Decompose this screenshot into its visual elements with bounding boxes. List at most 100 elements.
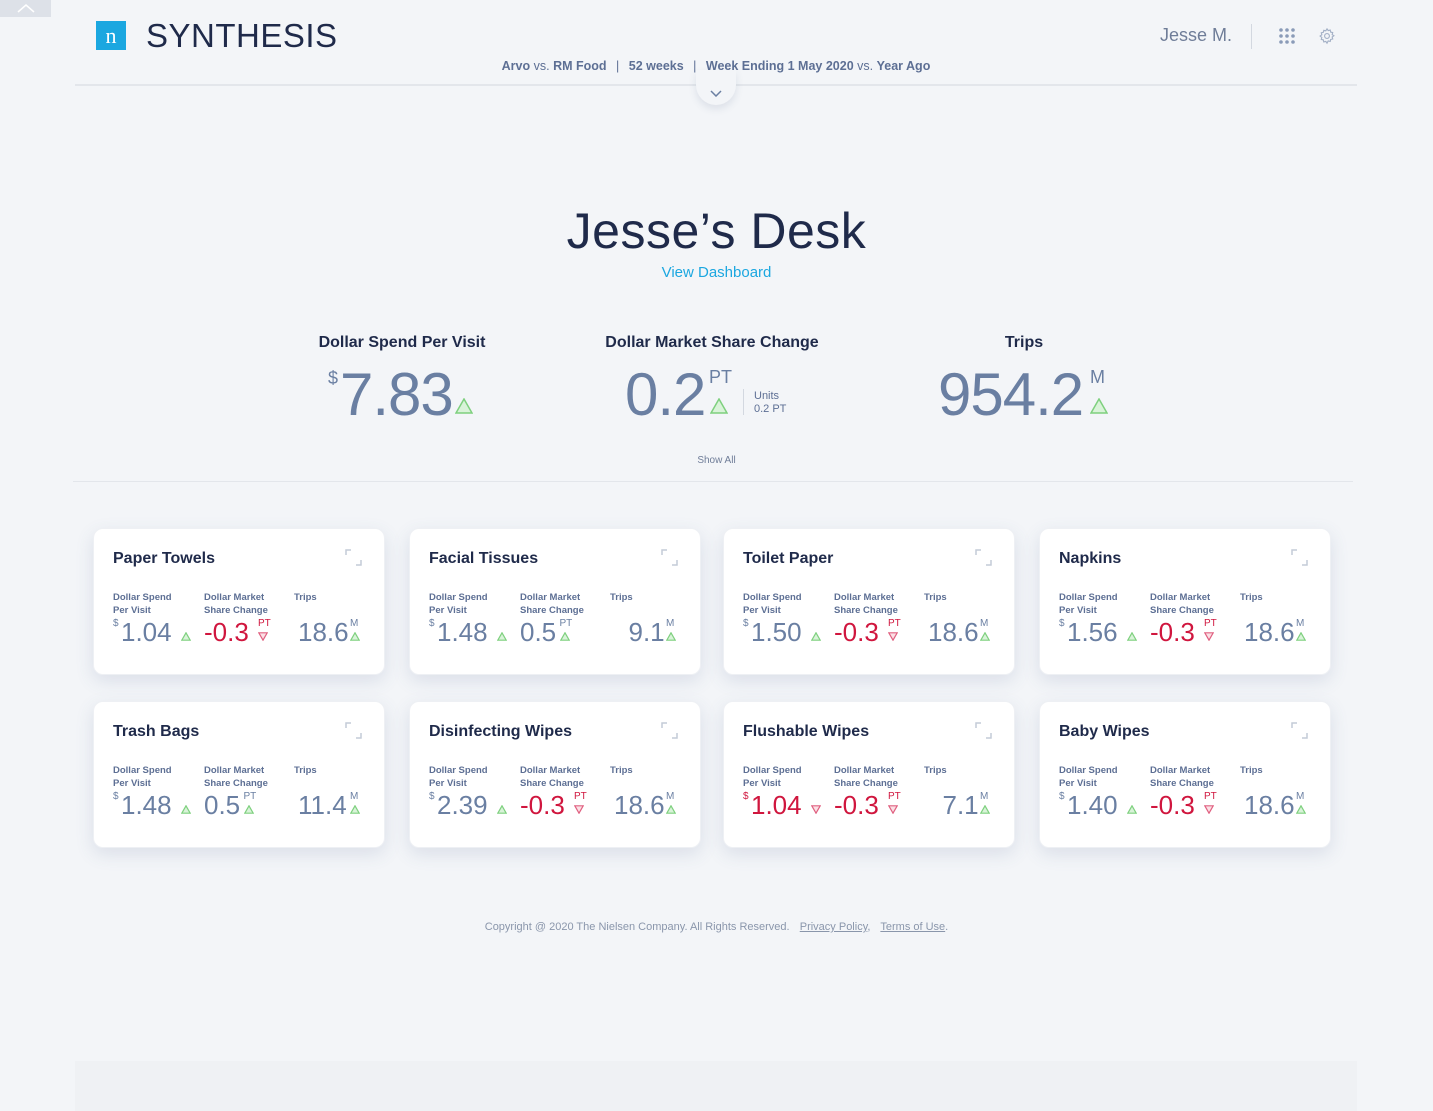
bottom-band xyxy=(75,1061,1357,1111)
app-title: SYNTHESIS xyxy=(146,17,338,54)
metric-label: Dollar Spend xyxy=(429,765,488,776)
collapse-tab[interactable] xyxy=(0,0,51,17)
kpi-value: 954.2 xyxy=(938,361,1084,428)
metric-dollar-share: Dollar Market Share Change -0.3 PT xyxy=(204,591,271,645)
currency-symbol: $ xyxy=(429,791,435,802)
metric-dollar-share: Dollar Market Share Change -0.3 PT xyxy=(834,591,901,645)
triangle-down-icon xyxy=(258,632,268,641)
expand-icon[interactable] xyxy=(975,722,992,739)
metric-label: Trips xyxy=(610,592,633,603)
metric-dollar-spend: Dollar Spend Per Visit $1.56 xyxy=(1059,591,1137,645)
currency-symbol: $ xyxy=(113,618,119,629)
metric-value: -0.3 xyxy=(834,617,879,647)
view-dashboard-link[interactable]: View Dashboard xyxy=(661,264,772,281)
metric-label: Dollar Market xyxy=(1150,765,1211,776)
metric-dollar-share: Dollar Market Share Change -0.3 PT xyxy=(834,764,901,818)
category-card[interactable]: Toilet Paper Dollar Spend Per Visit $1.50 Do… xyxy=(723,528,1015,675)
card-title: Facial Tissues xyxy=(429,550,539,567)
context-vs: vs. xyxy=(857,59,874,73)
expand-icon[interactable] xyxy=(975,549,992,566)
triangle-up-icon xyxy=(1127,632,1137,641)
metric-value: 0.5 xyxy=(204,790,241,820)
gear-icon[interactable] xyxy=(1318,27,1336,45)
card-title: Paper Towels xyxy=(113,550,215,567)
expand-icon[interactable] xyxy=(345,549,362,566)
unit-label: PT xyxy=(559,618,573,629)
triangle-up-icon xyxy=(666,805,676,814)
context-market: RM Food xyxy=(553,59,607,73)
category-card[interactable]: Facial Tissues Dollar Spend Per Visit $1.48… xyxy=(409,528,701,675)
triangle-up-icon xyxy=(811,632,821,641)
category-card[interactable]: Napkins Dollar Spend Per Visit $1.56 Dollar … xyxy=(1039,528,1331,675)
metric-value: 1.56 xyxy=(1067,617,1118,647)
context-filter-bar[interactable]: Arvo vs. RM Food | 52 weeks | Week Endin… xyxy=(75,59,1357,73)
metric-label: Trips xyxy=(294,765,317,776)
category-card[interactable]: Paper Towels Dollar Spend Per Visit $1.04 Do… xyxy=(93,528,385,675)
metric-value: -0.3 xyxy=(204,617,249,647)
category-card[interactable]: Disinfecting Wipes Dollar Spend Per Visit $… xyxy=(409,701,701,848)
chevron-up-icon xyxy=(17,4,34,13)
card-title: Toilet Paper xyxy=(743,550,834,567)
context-separator: | xyxy=(693,59,697,73)
unit-label: PT xyxy=(243,791,257,802)
triangle-down-icon xyxy=(1204,632,1214,641)
triangle-up-icon xyxy=(980,805,990,814)
grid-icon[interactable] xyxy=(1279,28,1295,44)
unit-label: M xyxy=(666,791,675,802)
metric-label: Trips xyxy=(924,765,947,776)
metric-value: 0.5 xyxy=(520,617,557,647)
metric-label: Trips xyxy=(1240,592,1263,603)
metric-label: Share Change xyxy=(520,605,584,616)
metric-dollar-share: Dollar Market Share Change 0.5 PT xyxy=(204,764,268,818)
metric-trips: Trips 9.1 M xyxy=(610,591,676,645)
card-title: Disinfecting Wipes xyxy=(429,723,572,740)
unit-label: PT xyxy=(1204,791,1217,802)
terms-of-use-link[interactable]: Terms of Use xyxy=(880,921,946,933)
kpi-title: Trips xyxy=(1004,334,1044,351)
currency-symbol: $ xyxy=(743,791,749,802)
category-card[interactable]: Baby Wipes Dollar Spend Per Visit $1.40 Doll… xyxy=(1039,701,1331,848)
copyright-text: Copyright @ 2020 The Nielsen Company. Al… xyxy=(484,921,790,933)
triangle-up-icon xyxy=(497,805,507,814)
unit-label: M xyxy=(1296,791,1305,802)
metric-label: Share Change xyxy=(834,605,898,616)
expand-icon[interactable] xyxy=(661,549,678,566)
expand-icon[interactable] xyxy=(1291,722,1308,739)
triangle-up-icon xyxy=(350,805,360,814)
unit-label: M xyxy=(980,791,989,802)
expand-icon[interactable] xyxy=(345,722,362,739)
page-title: Jesse’s Desk xyxy=(566,203,867,259)
metric-label: Trips xyxy=(610,765,633,776)
privacy-policy-link[interactable]: Privacy Policy xyxy=(799,921,868,933)
kpi-title: Dollar Spend Per Visit xyxy=(318,334,486,351)
metric-value: -0.3 xyxy=(1150,790,1195,820)
metric-label: Per Visit xyxy=(743,605,781,616)
category-card[interactable]: Trash Bags Dollar Spend Per Visit $1.48 Doll… xyxy=(93,701,385,848)
metric-value: 18.6 xyxy=(1244,617,1295,647)
metric-value: 1.04 xyxy=(121,617,172,647)
triangle-up-icon xyxy=(455,398,473,414)
metric-trips: Trips 7.1 M xyxy=(924,764,990,818)
triangle-up-icon xyxy=(350,632,360,641)
metric-dollar-spend: Dollar Spend Per Visit $1.48 xyxy=(113,764,191,818)
card-title: Trash Bags xyxy=(113,723,200,740)
show-all-link[interactable]: Show All xyxy=(697,455,736,466)
kpi-unit: PT xyxy=(709,367,733,387)
metric-value: 1.50 xyxy=(751,617,802,647)
metric-label: Dollar Spend xyxy=(1059,592,1118,603)
expand-icon[interactable] xyxy=(1291,549,1308,566)
nielsen-logo[interactable]: n xyxy=(96,21,126,50)
header-expand-toggle[interactable] xyxy=(696,70,736,105)
category-card[interactable]: Flushable Wipes Dollar Spend Per Visit $1.0… xyxy=(723,701,1015,848)
metric-value: -0.3 xyxy=(834,790,879,820)
metric-label: Trips xyxy=(1240,765,1263,776)
triangle-up-icon xyxy=(497,632,507,641)
metric-dollar-share: Dollar Market Share Change -0.3 PT xyxy=(520,764,587,818)
triangle-up-icon xyxy=(181,805,191,814)
unit-label: M xyxy=(980,618,989,629)
kpi-value: 7.83 xyxy=(340,361,454,428)
unit-label: M xyxy=(666,618,675,629)
expand-icon[interactable] xyxy=(661,722,678,739)
metric-label: Share Change xyxy=(1150,778,1214,789)
user-menu[interactable]: Jesse M. xyxy=(1160,25,1233,45)
